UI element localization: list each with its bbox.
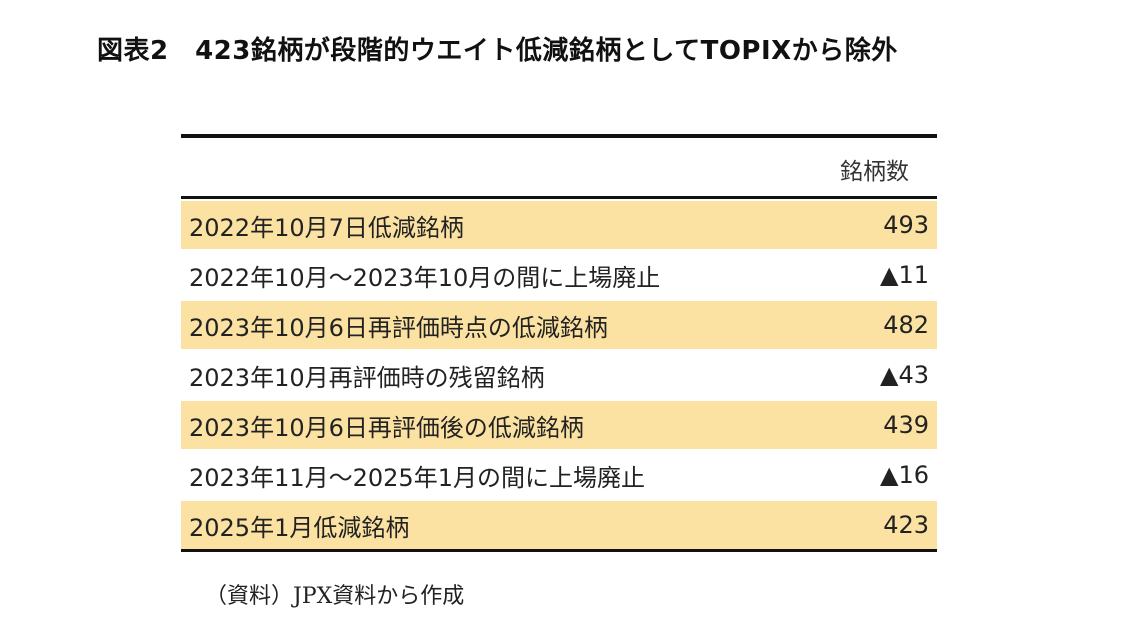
row-label: 2023年10月6日再評価後の低減銘柄: [189, 413, 584, 442]
source-note: （資料）JPX資料から作成: [205, 584, 465, 609]
table-row: 2023年10月6日再評価後の低減銘柄 439: [181, 399, 937, 449]
row-value: 439: [883, 411, 929, 439]
table-row: 2023年11月～2025年1月の間に上場廃止 ▲16: [181, 449, 937, 499]
row-label: 2025年1月低減銘柄: [189, 513, 410, 542]
table-header-rule: [181, 196, 937, 199]
row-label: 2022年10月7日低減銘柄: [189, 213, 464, 242]
row-label: 2023年10月6日再評価時点の低減銘柄: [189, 313, 608, 342]
row-value: ▲11: [880, 261, 929, 289]
row-label: 2022年10月～2023年10月の間に上場廃止: [189, 263, 661, 292]
column-header-count: 銘柄数: [840, 159, 909, 185]
row-value: 493: [883, 211, 929, 239]
row-value: ▲43: [880, 361, 929, 389]
row-value: 482: [883, 311, 929, 339]
table-row: 2023年10月再評価時の残留銘柄 ▲43: [181, 349, 937, 399]
table-row: 2022年10月～2023年10月の間に上場廃止 ▲11: [181, 249, 937, 299]
table-row: 2022年10月7日低減銘柄 493: [181, 199, 937, 249]
table-header-row: 銘柄数: [181, 138, 937, 196]
table-row: 2023年10月6日再評価時点の低減銘柄 482: [181, 299, 937, 349]
row-label: 2023年10月再評価時の残留銘柄: [189, 363, 545, 392]
row-value: ▲16: [880, 461, 929, 489]
figure-title: 図表2 423銘柄が段階的ウエイト低減銘柄としてTOPIXから除外: [97, 36, 898, 66]
table-bottom-rule: [181, 549, 937, 552]
row-value: 423: [883, 511, 929, 539]
data-table: 銘柄数 2022年10月7日低減銘柄 493 2022年10月～2023年10月…: [181, 134, 937, 552]
table-top-rule: [181, 134, 937, 138]
table-row: 2025年1月低減銘柄 423: [181, 499, 937, 549]
row-label: 2023年11月～2025年1月の間に上場廃止: [189, 463, 645, 492]
